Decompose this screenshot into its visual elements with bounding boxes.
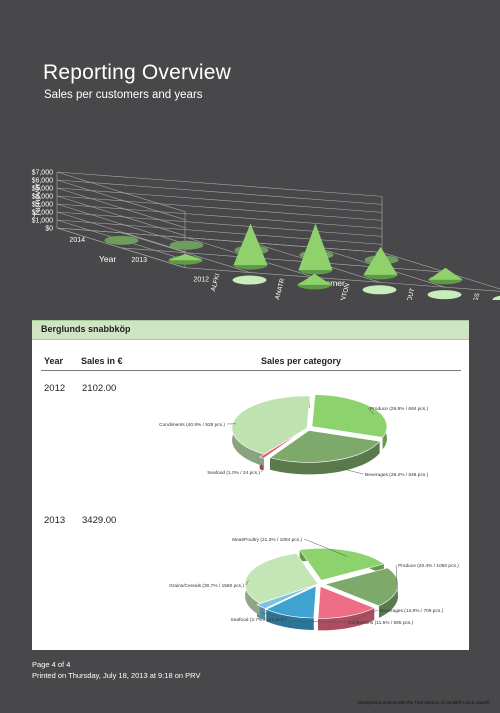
- cone-base: [362, 285, 397, 295]
- page-subtitle: Sales per customers and years: [44, 89, 203, 101]
- col-year-header: Year: [44, 356, 64, 366]
- label-leader: [245, 580, 249, 586]
- cone-base: [427, 290, 462, 300]
- pie-slice: [324, 567, 399, 607]
- pie-slice: [258, 430, 303, 459]
- floor-line: [121, 232, 251, 273]
- y-tick-label: $1,000: [32, 218, 54, 225]
- year-tick-label: 2013: [131, 257, 147, 264]
- slice-label: Grains/Cereals (30.7% / 1580 pcs.): [169, 583, 244, 589]
- row-sales: 3429.00: [82, 515, 117, 526]
- header-divider: [41, 370, 461, 371]
- row-sales: 2102.00: [82, 383, 117, 394]
- gridline: [56, 203, 186, 244]
- gridline: [56, 211, 383, 237]
- floor-line: [56, 227, 186, 268]
- col-category-header: Sales per category: [261, 356, 342, 366]
- pie-slice: [269, 430, 381, 463]
- label-leader: [303, 538, 348, 557]
- page-title: Reporting Overview: [43, 61, 232, 84]
- category-tick-label: BERGS: [469, 292, 482, 300]
- gridline: [56, 195, 383, 221]
- y-tick-label: $6,000: [32, 178, 54, 185]
- y-tick-label: $7,000: [32, 170, 54, 177]
- pie-slice: [311, 394, 388, 438]
- gridline: [56, 179, 186, 220]
- gridline: [56, 203, 383, 229]
- slice-label: Seafood (2.7% / 141 pcs.): [231, 617, 287, 623]
- year-tick-label: 2014: [69, 237, 85, 244]
- year-tick-label: 2012: [193, 277, 209, 284]
- label-leader: [348, 609, 379, 623]
- page-number: Page 4 of 4: [32, 660, 71, 669]
- cone: [363, 246, 398, 275]
- customer-panel: Berglunds snabbköp Year Sales in € Sales…: [32, 320, 469, 650]
- row-year: 2013: [44, 515, 66, 526]
- cone: [297, 273, 332, 285]
- label-leader: [395, 564, 398, 594]
- cone-base: [104, 235, 139, 245]
- y-tick-label: $0: [45, 226, 53, 233]
- gridline: [56, 211, 186, 252]
- slice-label: Condiments (40.9% / 938 pcs.): [159, 422, 225, 428]
- pie-slice: [317, 585, 376, 619]
- slice-label: Produce (20.4% / 1050 pcs.): [398, 563, 459, 569]
- pie-slice: [256, 584, 316, 609]
- y-tick-label: $5,000: [32, 186, 54, 193]
- cone: [298, 223, 333, 270]
- category-tick-label: ANATR: [274, 277, 286, 300]
- pie-slice: [231, 395, 311, 455]
- cone-base: [492, 295, 500, 300]
- slice-label: Produce (29.8% / 684 pcs.): [370, 406, 429, 412]
- gridline: [56, 219, 383, 245]
- pie-slice-side: [266, 609, 314, 631]
- category-tick-label: ALFKI: [210, 273, 221, 292]
- gridline: [56, 187, 383, 213]
- pie-chart-2013: Meat/Poultry (21.3% / 1094 pcs.) Produce …: [169, 537, 459, 631]
- slice-label: Meat/Poultry (21.3% / 1094 pcs.): [232, 537, 302, 543]
- row-year: 2012: [44, 383, 66, 394]
- category-tick-label: AROUT: [404, 287, 417, 300]
- turnover-3d-chart: $7,000$6,000$5,000$4,000$3,000$2,000$1,0…: [32, 170, 500, 300]
- label-leader: [367, 407, 375, 415]
- slice-label: Seafood (1.0% / 24 pcs.): [207, 470, 260, 476]
- floor-line: [184, 267, 500, 292]
- pie-slice: [299, 548, 385, 581]
- gridline: [56, 171, 383, 197]
- cone-base: [232, 275, 267, 285]
- cone: [168, 253, 203, 261]
- trial-credit: Designed & printed with the Trial Versio…: [358, 700, 490, 705]
- slice-label: Confections (11.5% / 595 pcs.): [348, 620, 414, 626]
- y-tick-label: $3,000: [32, 202, 54, 209]
- z-axis-label: Year: [99, 254, 116, 264]
- gridline: [56, 187, 186, 228]
- slice-label: Beverages (13.8% / 709 pcs.): [380, 608, 444, 614]
- label-leader: [333, 466, 364, 475]
- pie-slice: [244, 553, 319, 604]
- gridline: [56, 179, 383, 205]
- print-info: Printed on Thursday, July 18, 2013 at 9:…: [32, 671, 201, 680]
- cone: [428, 267, 463, 280]
- y-tick-label: $2,000: [32, 210, 54, 217]
- y-axis-label: Turnover: [32, 183, 42, 217]
- floor-line: [56, 227, 383, 253]
- panel-header: Berglunds snabbköp: [32, 320, 469, 340]
- gridline: [56, 195, 186, 236]
- pie-slice-side: [270, 441, 380, 475]
- pie-chart-2012: Produce (29.8% / 684 pcs.) Beverages (28.…: [159, 394, 429, 478]
- label-leader: [260, 612, 289, 620]
- col-sales-header: Sales in €: [81, 356, 123, 366]
- cone: [233, 223, 268, 266]
- y-tick-label: $4,000: [32, 194, 54, 201]
- slice-label: Beverages (28.2% / 648 pcs.): [365, 472, 429, 478]
- pie-slice: [265, 585, 317, 619]
- gridline: [56, 171, 186, 212]
- panel-title: Berglunds snabbköp: [41, 324, 131, 334]
- cone-base: [169, 240, 204, 250]
